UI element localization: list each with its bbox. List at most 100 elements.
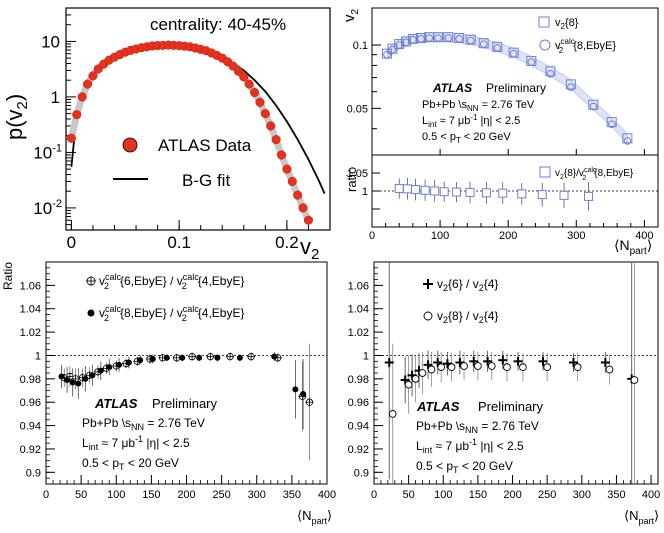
pv2-data-point — [271, 135, 281, 145]
cumulant-circle-point — [630, 376, 639, 384]
v2-ylabel-main: v — [341, 14, 358, 22]
v2-circle-point — [455, 35, 463, 43]
v2-circle-point — [466, 36, 475, 45]
ebye-xtick-label: 100 — [107, 489, 125, 501]
pv2-data-point — [293, 190, 303, 200]
pv2-ylabel-close: ) — [2, 94, 27, 101]
ebye-dot-point — [214, 354, 221, 361]
ebye-lumi-label: Lint ≈ 7 μb-1 |η| < 2.5 — [82, 434, 190, 452]
pv2-data-point — [250, 87, 260, 98]
ratio-square-point — [537, 190, 547, 200]
cumulant-xtick-label: 400 — [642, 489, 660, 501]
v2-energy-b: NN — [467, 104, 479, 113]
cumulant-circle-point — [460, 362, 468, 370]
ebye-lumi-a: L — [82, 436, 89, 450]
cumulant-energy-a: Pb+Pb \s — [416, 419, 465, 433]
v2-pt-label: 0.5 < pT < 20 GeV — [422, 131, 511, 145]
ratio-square-point — [439, 187, 449, 197]
panel-pv2: 0 0.1 0.2 10-2 10-1 1 10 centrality: 40-45% A… — [2, 7, 331, 263]
ebye-legend-2-sub: 2 — [104, 313, 109, 323]
ebye-dot-point — [292, 386, 299, 393]
v2-energy-c: = 2.76 TeV — [479, 99, 535, 111]
ebye-legend-1-sup: calc — [105, 272, 122, 282]
pv2-ytick-label: 1 — [51, 88, 60, 107]
cumulant-preliminary-label: Preliminary — [478, 399, 544, 414]
ebye-legend-1-post2: {4,EbyE} — [198, 274, 245, 288]
cumulant-xlabel-sub: part — [638, 516, 654, 526]
cumulant-lumi-e: |η| < 2.5 — [477, 439, 524, 453]
ebye-xtick-label: 0 — [43, 489, 49, 501]
pv2-data-point — [303, 215, 313, 225]
cumulant-ytick-label: 0.96 — [348, 397, 369, 409]
ratio-legend-sub: 2 — [560, 174, 564, 181]
v2-legend-1-main: v — [555, 17, 561, 29]
ebye-xtick-label: 50 — [75, 489, 87, 501]
pv2-xtick-label: 0.1 — [167, 233, 191, 252]
ebye-legend-2-sub2: 2 — [182, 313, 187, 323]
v2-circle-point — [607, 120, 616, 129]
v2-circle-point — [527, 58, 536, 66]
ratio-xtick-label: 200 — [499, 230, 517, 242]
cumulant-xtick-label: 250 — [538, 489, 556, 501]
ratio-ytick-label: 1.05 — [347, 168, 368, 180]
cumulant-xtick-label: 300 — [573, 489, 591, 501]
ratio-xtick-label: 300 — [567, 230, 585, 242]
v2-legend-2-post: {8,EbyE} — [573, 40, 616, 52]
cumulant-circle-point — [519, 363, 527, 372]
cumulant-circle-point — [411, 374, 420, 383]
cumulant-legend-1-sub: 2 — [443, 283, 448, 293]
ratio-xlabel-main: ⟨N — [614, 237, 630, 253]
ebye-lumi-b: int — [89, 442, 99, 452]
ebye-xtick-label: 200 — [177, 489, 195, 501]
ebye-pt-b: T — [119, 462, 125, 472]
ebye-xtick-label: 250 — [212, 489, 230, 501]
v2-square-point — [565, 79, 576, 90]
ebye-dot-point — [149, 355, 156, 362]
cumulant-lumi-d: -1 — [469, 437, 477, 447]
cumulant-circle-point — [404, 380, 413, 389]
ebye-ytick-label: 1.02 — [20, 327, 41, 339]
ebye-dot-point — [69, 379, 76, 386]
pv2-data-point — [244, 79, 254, 89]
cumulant-circle-point — [474, 362, 482, 370]
pv2-data-point — [282, 164, 292, 174]
pv2-data-point — [66, 133, 76, 143]
cumulant-legend-2: v2{8} / v2{4} — [437, 309, 498, 325]
pv2-ytick-label: 10-1 — [33, 142, 62, 162]
ebye-xtick-label: 400 — [318, 489, 336, 501]
v2-circle-point — [402, 38, 410, 47]
ebye-preliminary-label: Preliminary — [152, 396, 218, 411]
cumulant-circle-point — [487, 362, 496, 370]
pv2-xlabel-sub: 2 — [311, 246, 319, 263]
ratio-legend-sup2: calc — [584, 167, 597, 174]
v2-yticks: 0.05 0.1 — [347, 40, 645, 155]
cumulant-legend-2-post2: {4} — [484, 309, 499, 323]
v2-legend-2: vcalc 2 {8,EbyE} — [555, 37, 616, 55]
ratio-legend-main: v — [555, 168, 560, 179]
v2-atlas-label: ATLAS — [432, 81, 472, 95]
ratio-xtick-label: 0 — [369, 230, 375, 242]
cumulant-legend-1: v2{6} / v2{4} — [437, 277, 498, 293]
v2-lumi-d: -1 — [470, 113, 478, 122]
v2-circle-point — [434, 34, 442, 42]
ratio-square-point — [517, 189, 527, 199]
cumulant-circle-point — [388, 410, 397, 418]
pv2-data-point — [239, 72, 249, 82]
v2-lumi-e: |η| < 2.5 — [477, 115, 520, 127]
pv2-data-point — [77, 92, 87, 102]
pv2-xtick-label: 0 — [67, 233, 76, 252]
v2-lumi-b: int — [428, 120, 437, 129]
cumulant-circle-point — [543, 363, 552, 372]
cumulant-yticks: 0.9 0.92 0.94 0.96 0.98 1 1.02 1.04 1.06 — [348, 261, 383, 479]
ratio-legend-marker — [539, 166, 551, 178]
v2-square-point — [622, 133, 633, 144]
cumulant-xtick-label: 50 — [403, 489, 415, 501]
cumulant-legend-1-post2: {4} — [484, 277, 499, 291]
v2-circle-point — [388, 45, 397, 54]
ebye-dot-point — [75, 380, 82, 387]
ebye-legend-2: vcalc 2 {8,EbyE} / vcalc 2 {4,EbyE} — [99, 304, 245, 323]
pv2-data-point — [88, 71, 98, 81]
pv2-ylabel-main: p(v — [2, 109, 27, 140]
